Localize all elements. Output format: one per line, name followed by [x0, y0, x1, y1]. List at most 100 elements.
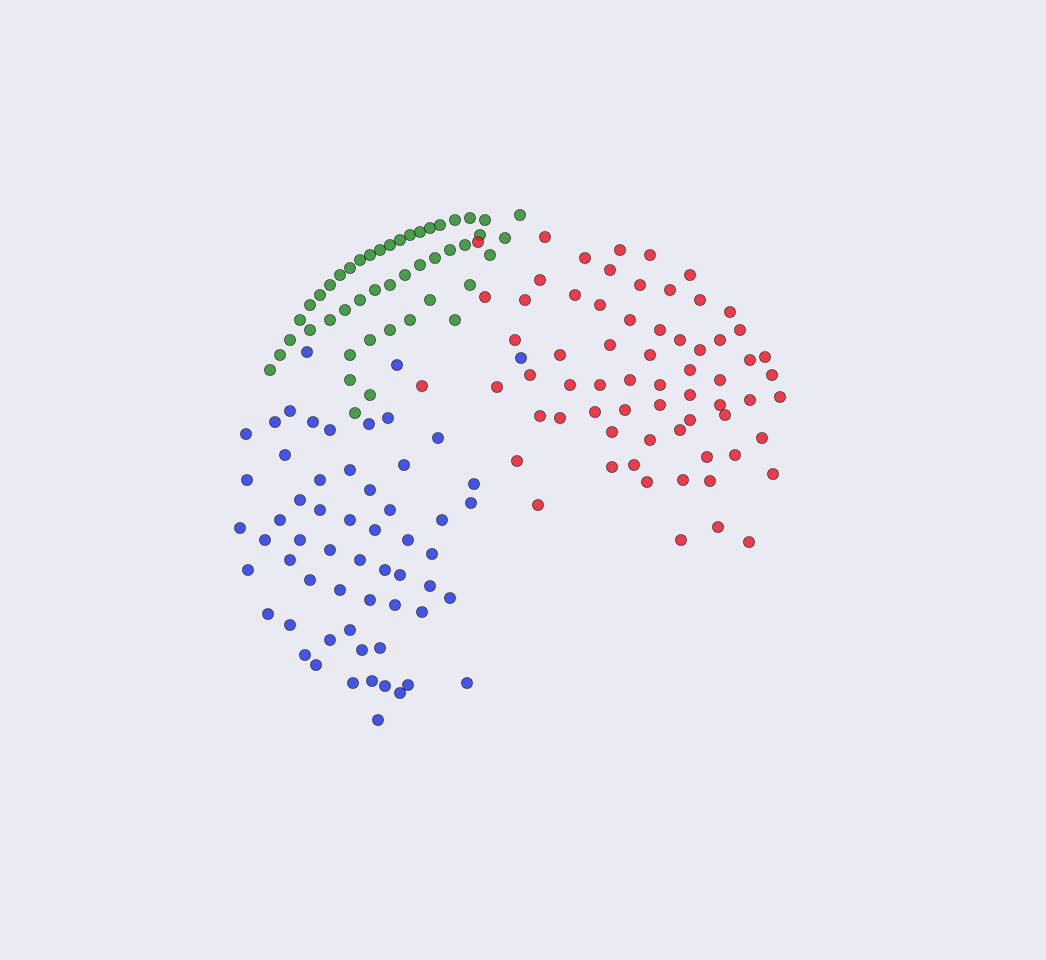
point	[314, 504, 326, 516]
point	[724, 306, 736, 318]
point	[714, 334, 726, 346]
point	[744, 354, 756, 366]
point	[464, 279, 476, 291]
point	[294, 494, 306, 506]
point	[310, 659, 322, 671]
point	[539, 231, 551, 243]
point	[604, 264, 616, 276]
point	[694, 344, 706, 356]
point	[774, 391, 786, 403]
point	[402, 679, 414, 691]
point	[364, 594, 376, 606]
point	[479, 214, 491, 226]
point	[743, 536, 755, 548]
point	[674, 424, 686, 436]
point	[354, 554, 366, 566]
point	[334, 584, 346, 596]
point	[465, 497, 477, 509]
point	[284, 334, 296, 346]
point	[399, 269, 411, 281]
point	[416, 606, 428, 618]
point	[382, 412, 394, 424]
point	[714, 374, 726, 386]
point	[344, 464, 356, 476]
point	[719, 409, 731, 421]
point	[416, 380, 428, 392]
point	[468, 478, 480, 490]
point	[614, 244, 626, 256]
point	[294, 534, 306, 546]
point	[701, 451, 713, 463]
point	[344, 262, 356, 274]
point	[594, 299, 606, 311]
point	[674, 334, 686, 346]
point	[389, 599, 401, 611]
point	[347, 677, 359, 689]
point	[464, 212, 476, 224]
point	[444, 244, 456, 256]
point	[459, 239, 471, 251]
point	[349, 407, 361, 419]
point	[734, 324, 746, 336]
point	[714, 399, 726, 411]
point	[324, 314, 336, 326]
point	[384, 279, 396, 291]
point	[363, 418, 375, 430]
point	[532, 499, 544, 511]
point	[259, 534, 271, 546]
point	[524, 369, 536, 381]
point	[712, 521, 724, 533]
point	[424, 294, 436, 306]
point	[767, 468, 779, 480]
point	[314, 289, 326, 301]
point	[404, 314, 416, 326]
point	[374, 244, 386, 256]
point	[354, 294, 366, 306]
point	[314, 474, 326, 486]
point	[461, 677, 473, 689]
point	[339, 304, 351, 316]
point	[354, 254, 366, 266]
point	[744, 394, 756, 406]
point	[241, 474, 253, 486]
point	[366, 675, 378, 687]
point	[404, 229, 416, 241]
point	[344, 624, 356, 636]
point	[684, 414, 696, 426]
point	[324, 424, 336, 436]
point	[624, 374, 636, 386]
point	[479, 291, 491, 303]
point	[269, 416, 281, 428]
point	[394, 234, 406, 246]
point	[569, 289, 581, 301]
point	[402, 534, 414, 546]
point	[766, 369, 778, 381]
point	[594, 379, 606, 391]
point	[684, 269, 696, 281]
point	[579, 252, 591, 264]
point	[677, 474, 689, 486]
point	[344, 374, 356, 386]
point	[364, 484, 376, 496]
point	[519, 294, 531, 306]
point	[511, 455, 523, 467]
point	[284, 619, 296, 631]
point	[379, 564, 391, 576]
point	[432, 432, 444, 444]
point	[514, 209, 526, 221]
point	[759, 351, 771, 363]
point	[515, 352, 527, 364]
point	[294, 314, 306, 326]
point	[372, 714, 384, 726]
point	[324, 279, 336, 291]
point	[449, 214, 461, 226]
point	[369, 524, 381, 536]
point	[334, 269, 346, 281]
point	[449, 314, 461, 326]
point	[484, 249, 496, 261]
point	[644, 434, 656, 446]
point	[554, 349, 566, 361]
point	[384, 504, 396, 516]
point	[534, 410, 546, 422]
